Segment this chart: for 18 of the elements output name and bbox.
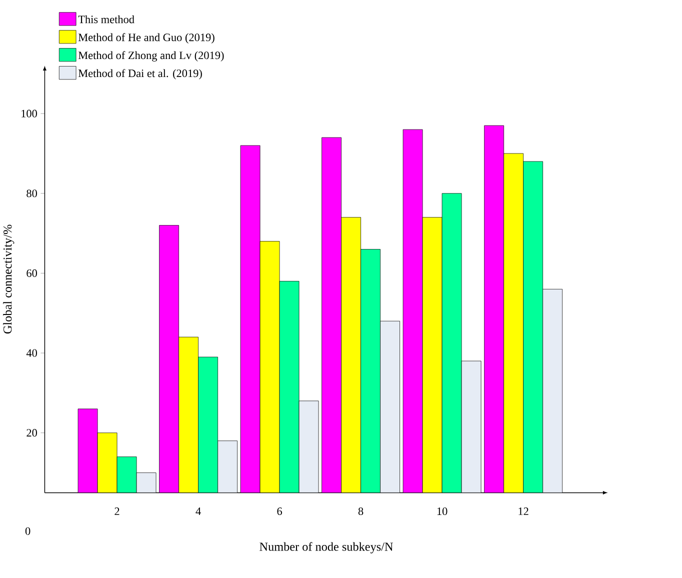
x-tick-label: 12 [518, 507, 528, 515]
y-tick-label: 40 [26, 349, 37, 357]
y-tick-label: 60 [26, 269, 37, 277]
x-tick-label: 10 [437, 507, 448, 516]
y-tick-label: 20 [26, 428, 37, 437]
legend-label: Method of Dai et al. (2019) [78, 69, 202, 80]
y-tick-label: 100 [22, 110, 37, 118]
legend-label: This method [78, 15, 134, 24]
legend-label: Method of He and Guo (2019) [78, 33, 214, 44]
y-tick-label: 80 [26, 190, 37, 198]
x-tick-label: 4 [196, 507, 201, 515]
text: 0 [25, 527, 30, 535]
legend-label: Method of Zhong and Lv (2019) [78, 51, 224, 62]
x-tick-label: 2 [114, 507, 120, 515]
x-tick-label: 6 [277, 507, 282, 515]
x-axis-title: Number of node subkeys/N [260, 542, 393, 554]
y-axis-title: Global connectivity/% [3, 224, 14, 334]
x-tick-label: 8 [358, 507, 364, 516]
